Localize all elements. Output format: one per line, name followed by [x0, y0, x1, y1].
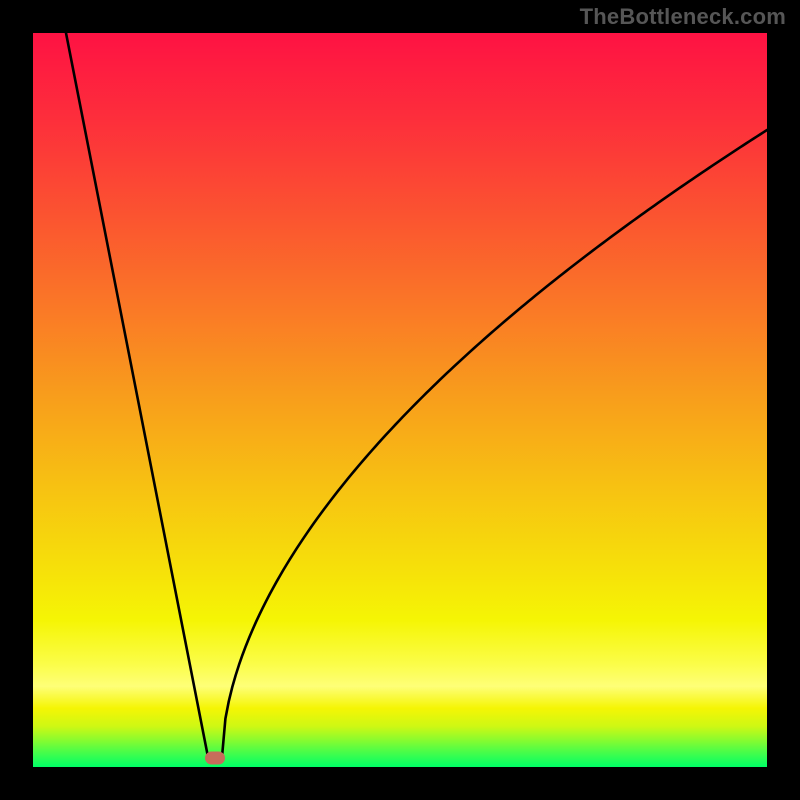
- minimum-marker: [205, 752, 225, 765]
- bottleneck-chart: [0, 0, 800, 800]
- plot-background: [33, 33, 767, 767]
- attribution-label: TheBottleneck.com: [580, 4, 786, 30]
- chart-frame: TheBottleneck.com: [0, 0, 800, 800]
